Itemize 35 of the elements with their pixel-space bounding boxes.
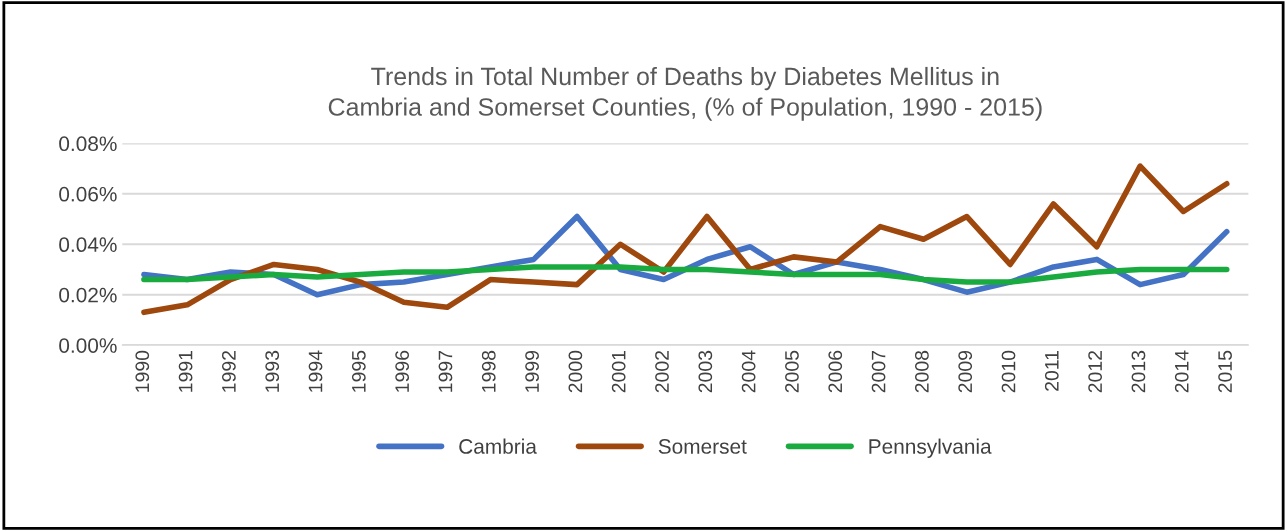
- x-tick-label: 2014: [1174, 350, 1189, 393]
- chart-title: Trends in Total Number of Deaths by Diabetes Mellitus in Cambria and Somerset Counties, (% of Population, 1990 - 2015): [328, 66, 1042, 121]
- x-tick-label: 2010: [1001, 350, 1016, 393]
- y-tick-label: 0.02%: [59, 287, 117, 303]
- x-tick-label: 2004: [741, 350, 756, 393]
- y-tick-label: 0.08%: [59, 136, 117, 152]
- x-tick-label: 2005: [785, 350, 799, 393]
- y-tick-label: 0.00%: [59, 338, 117, 353]
- x-tick-label: 2013: [1131, 350, 1146, 393]
- x-tick-label: 2007: [871, 350, 886, 393]
- x-tick-label: 1993: [265, 350, 280, 392]
- x-tick-label: 1992: [222, 350, 236, 392]
- x-tick-label: 2001: [611, 350, 626, 393]
- x-tick-label: 2011: [1044, 350, 1059, 391]
- x-tick-label: 1991: [178, 350, 193, 392]
- legend-label: Cambria: [459, 438, 537, 454]
- x-tick-label: 1997: [438, 350, 453, 392]
- x-tick-label: 2015: [1218, 350, 1232, 393]
- y-tick-label: 0.06%: [59, 186, 117, 202]
- x-tick-label: 2009: [958, 350, 973, 393]
- x-tick-label: 1990: [135, 350, 150, 392]
- x-tick-label: 2008: [915, 350, 929, 393]
- x-tick-label: 1996: [395, 350, 410, 392]
- x-tick-label: 2012: [1088, 350, 1103, 393]
- x-tick-label: 2000: [568, 350, 583, 393]
- y-tick-label: 0.04%: [59, 237, 117, 253]
- x-tick-label: 2002: [655, 350, 669, 393]
- x-tick-label: 1995: [351, 350, 366, 392]
- x-tick-label: 1994: [308, 350, 323, 392]
- legend-label: Pennsylvania: [869, 438, 992, 458]
- x-tick-label: 2003: [698, 350, 713, 393]
- x-tick-label: 1998: [481, 350, 496, 392]
- legend-label: Somerset: [658, 439, 747, 454]
- x-tick-label: 2006: [828, 350, 843, 393]
- x-tick-label: 1999: [525, 350, 539, 392]
